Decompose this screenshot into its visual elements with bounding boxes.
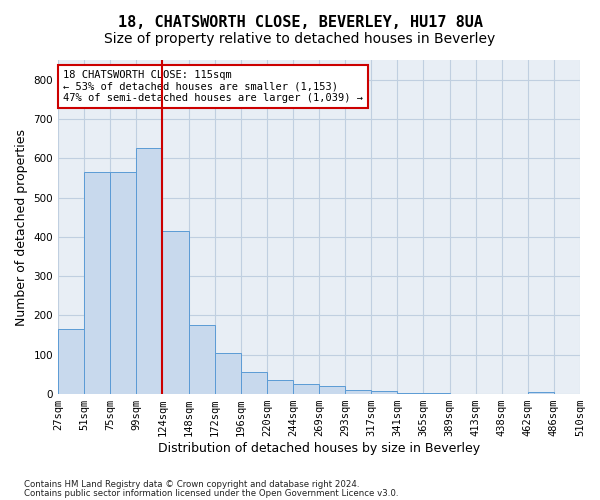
Bar [241,372,267,394]
Bar [58,329,84,394]
Bar [397,392,424,394]
Bar [188,326,215,394]
Bar [319,386,345,394]
Bar [215,353,241,394]
Bar [110,172,136,394]
Bar [528,392,554,394]
Bar [293,384,319,394]
Bar [163,231,188,394]
Text: Size of property relative to detached houses in Beverley: Size of property relative to detached ho… [104,32,496,46]
Bar [267,380,293,394]
Text: 18 CHATSWORTH CLOSE: 115sqm
← 53% of detached houses are smaller (1,153)
47% of : 18 CHATSWORTH CLOSE: 115sqm ← 53% of det… [63,70,363,103]
X-axis label: Distribution of detached houses by size in Beverley: Distribution of detached houses by size … [158,442,480,455]
Bar [136,148,163,394]
Text: Contains HM Land Registry data © Crown copyright and database right 2024.: Contains HM Land Registry data © Crown c… [24,480,359,489]
Text: Contains public sector information licensed under the Open Government Licence v3: Contains public sector information licen… [24,489,398,498]
Text: 18, CHATSWORTH CLOSE, BEVERLEY, HU17 8UA: 18, CHATSWORTH CLOSE, BEVERLEY, HU17 8UA [118,15,482,30]
Bar [371,391,397,394]
Bar [345,390,371,394]
Bar [84,172,110,394]
Y-axis label: Number of detached properties: Number of detached properties [15,128,28,326]
